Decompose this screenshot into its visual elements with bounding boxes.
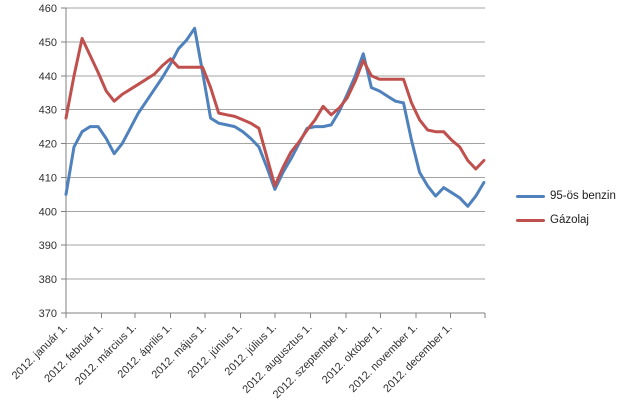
- benzin-legend-label: 95-ös benzin: [550, 190, 616, 202]
- y-axis-label: 420: [39, 139, 57, 151]
- legend-item-benzin: 95-ös benzin: [516, 184, 616, 208]
- y-axis-label: 370: [39, 308, 57, 320]
- y-axis-label: 430: [39, 105, 57, 117]
- y-axis-label: 390: [39, 240, 57, 252]
- y-axis-label: 460: [39, 3, 57, 15]
- legend-item-gazolaj: Gázolaj: [516, 208, 616, 232]
- y-axis-label: 410: [39, 172, 57, 184]
- series-line-benzin-95: [64, 26, 486, 208]
- series-line-gazolaj: [64, 37, 486, 188]
- x-axis-label: 2012. március 1.: [73, 322, 139, 388]
- y-axis-label: 450: [39, 37, 57, 49]
- y-axis-label: 400: [39, 206, 57, 218]
- x-axis-label: 2012. október 1.: [320, 322, 385, 387]
- gazolaj-legend-label: Gázolaj: [550, 214, 589, 226]
- y-axis-label: 380: [39, 274, 57, 286]
- gazolaj-line-swatch: [516, 218, 545, 222]
- y-axis-label: 440: [39, 71, 57, 83]
- legend: 95-ös benzin Gázolaj: [516, 184, 616, 232]
- benzin-line-swatch: [516, 194, 545, 198]
- x-axis-label: 2012. december 1.: [381, 322, 454, 395]
